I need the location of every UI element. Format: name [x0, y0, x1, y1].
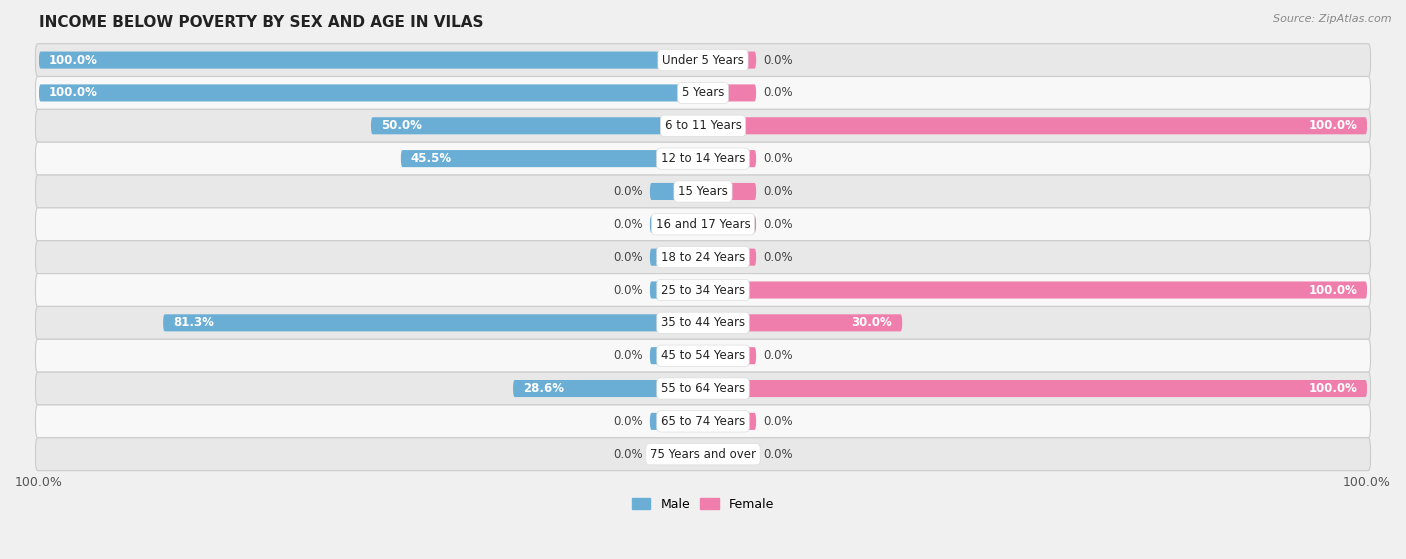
FancyBboxPatch shape — [35, 273, 1371, 306]
Text: 25 to 34 Years: 25 to 34 Years — [661, 283, 745, 296]
Text: Source: ZipAtlas.com: Source: ZipAtlas.com — [1274, 14, 1392, 24]
FancyBboxPatch shape — [35, 110, 1371, 142]
Text: 100.0%: 100.0% — [49, 54, 98, 67]
Text: 6 to 11 Years: 6 to 11 Years — [665, 119, 741, 132]
Text: 55 to 64 Years: 55 to 64 Years — [661, 382, 745, 395]
FancyBboxPatch shape — [35, 372, 1371, 405]
FancyBboxPatch shape — [703, 183, 756, 200]
FancyBboxPatch shape — [650, 282, 703, 299]
FancyBboxPatch shape — [163, 314, 703, 331]
Text: 5 Years: 5 Years — [682, 87, 724, 100]
Text: 45 to 54 Years: 45 to 54 Years — [661, 349, 745, 362]
Text: 16 and 17 Years: 16 and 17 Years — [655, 218, 751, 231]
Text: INCOME BELOW POVERTY BY SEX AND AGE IN VILAS: INCOME BELOW POVERTY BY SEX AND AGE IN V… — [39, 15, 484, 30]
Text: 100.0%: 100.0% — [1308, 382, 1357, 395]
FancyBboxPatch shape — [703, 282, 1367, 299]
Text: 75 Years and over: 75 Years and over — [650, 448, 756, 461]
Text: 81.3%: 81.3% — [173, 316, 214, 329]
Text: 0.0%: 0.0% — [763, 218, 793, 231]
Text: 0.0%: 0.0% — [763, 185, 793, 198]
Text: 0.0%: 0.0% — [613, 283, 643, 296]
FancyBboxPatch shape — [35, 44, 1371, 77]
FancyBboxPatch shape — [650, 446, 703, 463]
FancyBboxPatch shape — [703, 380, 1367, 397]
Text: 0.0%: 0.0% — [763, 87, 793, 100]
Legend: Male, Female: Male, Female — [627, 492, 779, 515]
FancyBboxPatch shape — [703, 347, 756, 364]
Text: Under 5 Years: Under 5 Years — [662, 54, 744, 67]
Text: 100.0%: 100.0% — [1308, 119, 1357, 132]
FancyBboxPatch shape — [35, 175, 1371, 208]
FancyBboxPatch shape — [703, 216, 756, 233]
FancyBboxPatch shape — [650, 413, 703, 430]
Text: 100.0%: 100.0% — [1308, 283, 1357, 296]
FancyBboxPatch shape — [703, 446, 756, 463]
FancyBboxPatch shape — [703, 249, 756, 266]
FancyBboxPatch shape — [703, 314, 903, 331]
FancyBboxPatch shape — [650, 249, 703, 266]
Text: 0.0%: 0.0% — [613, 250, 643, 264]
FancyBboxPatch shape — [35, 306, 1371, 339]
FancyBboxPatch shape — [650, 347, 703, 364]
FancyBboxPatch shape — [703, 150, 756, 167]
FancyBboxPatch shape — [513, 380, 703, 397]
Text: 18 to 24 Years: 18 to 24 Years — [661, 250, 745, 264]
Text: 0.0%: 0.0% — [763, 415, 793, 428]
FancyBboxPatch shape — [35, 405, 1371, 438]
Text: 12 to 14 Years: 12 to 14 Years — [661, 152, 745, 165]
Text: 0.0%: 0.0% — [763, 54, 793, 67]
Text: 35 to 44 Years: 35 to 44 Years — [661, 316, 745, 329]
Text: 0.0%: 0.0% — [763, 250, 793, 264]
Text: 0.0%: 0.0% — [613, 415, 643, 428]
FancyBboxPatch shape — [35, 208, 1371, 241]
Text: 0.0%: 0.0% — [613, 218, 643, 231]
FancyBboxPatch shape — [703, 413, 756, 430]
FancyBboxPatch shape — [35, 142, 1371, 175]
FancyBboxPatch shape — [371, 117, 703, 134]
Text: 0.0%: 0.0% — [613, 448, 643, 461]
FancyBboxPatch shape — [703, 117, 1367, 134]
Text: 28.6%: 28.6% — [523, 382, 564, 395]
Text: 0.0%: 0.0% — [613, 349, 643, 362]
FancyBboxPatch shape — [703, 84, 756, 102]
Text: 100.0%: 100.0% — [49, 87, 98, 100]
FancyBboxPatch shape — [35, 438, 1371, 471]
FancyBboxPatch shape — [35, 241, 1371, 273]
FancyBboxPatch shape — [650, 183, 703, 200]
Text: 30.0%: 30.0% — [852, 316, 893, 329]
Text: 50.0%: 50.0% — [381, 119, 422, 132]
Text: 45.5%: 45.5% — [411, 152, 451, 165]
Text: 0.0%: 0.0% — [763, 448, 793, 461]
Text: 65 to 74 Years: 65 to 74 Years — [661, 415, 745, 428]
FancyBboxPatch shape — [35, 339, 1371, 372]
Text: 0.0%: 0.0% — [763, 349, 793, 362]
Text: 15 Years: 15 Years — [678, 185, 728, 198]
FancyBboxPatch shape — [401, 150, 703, 167]
FancyBboxPatch shape — [39, 84, 703, 102]
FancyBboxPatch shape — [35, 77, 1371, 110]
FancyBboxPatch shape — [650, 216, 703, 233]
FancyBboxPatch shape — [703, 51, 756, 69]
Text: 0.0%: 0.0% — [613, 185, 643, 198]
Text: 0.0%: 0.0% — [763, 152, 793, 165]
FancyBboxPatch shape — [39, 51, 703, 69]
